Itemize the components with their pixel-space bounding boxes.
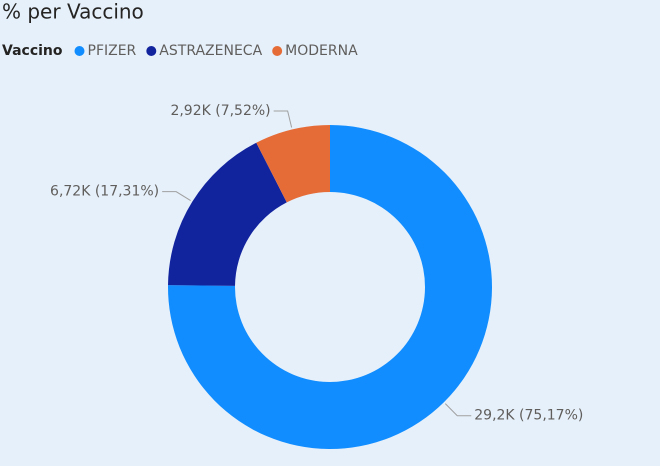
chart-title: % per Vaccino — [2, 0, 144, 24]
data-label: 2,92K (7,52%) — [170, 103, 270, 119]
legend-title: Vaccino — [2, 43, 63, 59]
data-label: 6,72K (17,31%) — [50, 184, 159, 200]
leader-line — [444, 403, 472, 417]
legend-marker — [146, 46, 157, 56]
data-label: 29,2K (75,17%) — [474, 408, 583, 424]
legend-label: ASTRAZENECA — [159, 43, 262, 59]
donut-slice — [168, 125, 492, 450]
leader-line — [162, 191, 191, 202]
leader-line — [273, 110, 293, 128]
donut-slice — [168, 142, 287, 286]
legend-label: PFIZER — [88, 43, 137, 59]
legend-marker — [74, 46, 85, 56]
legend-label: MODERNA — [285, 43, 358, 59]
donut-slice — [256, 125, 330, 203]
legend-marker — [272, 46, 283, 56]
